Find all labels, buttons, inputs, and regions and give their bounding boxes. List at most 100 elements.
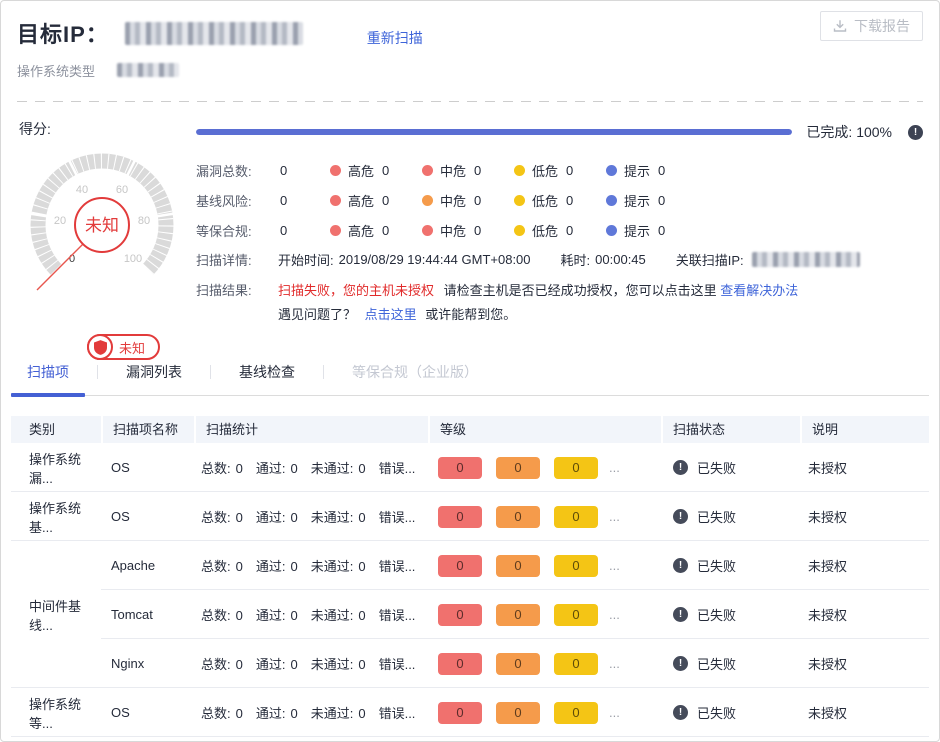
duration-label: 耗时:: [560, 252, 591, 268]
gauge-tick-20: 20: [54, 215, 66, 227]
gauge-value-text: 未知: [85, 216, 119, 235]
badges-ellipsis: ...: [609, 558, 620, 573]
download-icon: [833, 20, 847, 32]
cell-severity-badges: 0 0 0...: [428, 554, 661, 577]
cell-category: 操作系统漏...: [29, 451, 82, 486]
severity-badge: 0: [496, 554, 540, 577]
gauge-tick-40: 40: [76, 184, 88, 196]
progress-bar: [196, 129, 793, 135]
click-here-link[interactable]: 点击这里: [364, 307, 417, 322]
fail-pair: 未通过: 0: [311, 507, 366, 526]
severity-badge: 0: [438, 554, 482, 577]
stat-key: 未通过:: [310, 657, 354, 672]
cell-scan-status: 已失败: [661, 703, 800, 722]
stat-val: 0: [235, 657, 243, 672]
cell-scan-item-name: OS: [111, 460, 130, 475]
help-suffix-text: 或许能帮到您。: [425, 307, 517, 322]
severity-item: 提示 0: [606, 191, 672, 210]
severity-badge: 0: [438, 652, 482, 675]
severity-count: 0: [658, 222, 666, 238]
stat-row-label: 漏洞总数:: [196, 163, 252, 179]
severity-count: 0: [658, 192, 666, 208]
scan-hint-text: 请检查主机是否已经成功授权，您可以点击这里: [443, 283, 717, 298]
tab-scan-items[interactable]: 扫描项: [11, 362, 85, 397]
badges-ellipsis: ...: [609, 705, 620, 720]
view-solution-link[interactable]: 查看解决办法: [720, 283, 799, 298]
fail-pair: 未通过: 0: [311, 556, 366, 575]
status-text: 已失败: [697, 461, 737, 476]
fail-pair: 未通过: 0: [311, 654, 366, 673]
error-truncated-label: 错误...: [378, 657, 416, 672]
cell-scan-item-name: OS: [111, 509, 130, 524]
severity-stats: 漏洞总数: 0 高危 0 中危 0 低危 0 提示 0 基线风险: 0 高危 0 中危 0 低危 0 提示 0 等保合规…: [196, 155, 923, 245]
failed-info-icon: [673, 656, 688, 671]
stat-key: 总数:: [201, 559, 231, 574]
rescan-link[interactable]: 重新扫描: [366, 30, 423, 46]
cell-scan-stats: 总数: 0 通过: 0 未通过: 0 错误...: [194, 654, 428, 673]
stat-key: 未通过:: [310, 461, 354, 476]
severity-dot: [422, 164, 433, 176]
severity-item: 低危 0: [514, 221, 580, 240]
scan-items-table: 类别 扫描项名称 扫描统计 等级 扫描状态 说明 操作系统漏... OS 总数: 0 通过: 0 未通…: [11, 416, 929, 737]
scan-fail-text: 扫描失败，您的主机未授权: [278, 283, 435, 298]
severity-dot: [514, 194, 525, 206]
severity-item: 中危 0: [422, 161, 488, 180]
column-header: 扫描状态: [661, 416, 800, 443]
severity-count: 0: [474, 162, 482, 178]
duration-value: 00:00:45: [595, 251, 646, 267]
stat-key: 通过:: [255, 510, 286, 525]
stat-key: 通过:: [255, 706, 286, 721]
masked-os-type: [117, 63, 180, 77]
stat-val: 0: [358, 510, 366, 525]
severity-dot: [422, 224, 433, 236]
total-pair: 总数: 0: [201, 507, 243, 526]
cell-severity-badges: 0 0 0...: [428, 456, 661, 479]
severity-label: 高危: [348, 193, 375, 209]
start-time-label: 开始时间:: [278, 252, 334, 268]
error-truncated-label: 错误...: [378, 559, 416, 574]
severity-dot: [514, 164, 525, 176]
severity-label: 提示: [624, 163, 651, 179]
stat-key: 未通过:: [310, 510, 354, 525]
stat-key: 总数:: [201, 608, 231, 623]
cell-note: 未授权: [808, 657, 848, 672]
stat-row-total: 0: [280, 162, 288, 178]
cell-note: 未授权: [808, 510, 848, 525]
scan-progress: 已完成: 100%: [196, 122, 923, 142]
severity-item: 提示 0: [606, 161, 672, 180]
download-report-label: 下载报告: [854, 18, 910, 34]
scan-detail-row: 扫描详情: 开始时间: 2019/08/29 19:44:44 GMT+08:0…: [196, 246, 923, 272]
severity-badge: 0: [554, 505, 598, 528]
severity-badge: 0: [496, 603, 540, 626]
cell-note: 未授权: [808, 706, 848, 721]
stat-val: 0: [290, 461, 298, 476]
stat-val: 0: [358, 608, 366, 623]
stat-row-total: 0: [280, 222, 288, 238]
severity-count: 0: [382, 162, 390, 178]
score-label: 得分:: [19, 121, 51, 137]
cell-scan-status: 已失败: [661, 556, 800, 575]
risk-level-badge: 未知: [87, 334, 161, 360]
severity-dot: [330, 164, 341, 176]
tab-baseline-check[interactable]: 基线检查: [239, 364, 295, 380]
cell-note: 未授权: [808, 461, 848, 476]
severity-badge: 0: [554, 603, 598, 626]
severity-item: 中危 0: [422, 221, 488, 240]
fail-pair: 未通过: 0: [311, 703, 366, 722]
stat-val: 0: [358, 706, 366, 721]
tab-compliance-enterprise[interactable]: 等保合规（企业版）: [352, 364, 478, 380]
error-truncated-label: 错误...: [378, 510, 416, 525]
badges-ellipsis: ...: [609, 607, 620, 622]
severity-item: 低危 0: [514, 161, 580, 180]
severity-badge: 0: [554, 652, 598, 675]
tab-vulnerability-list[interactable]: 漏洞列表: [126, 364, 182, 380]
progress-completed-label: 已完成:: [806, 124, 853, 140]
download-report-button[interactable]: 下载报告: [820, 11, 923, 41]
progress-percent: 100%: [856, 124, 892, 140]
progress-info-icon[interactable]: [908, 124, 923, 140]
gauge-needle: [36, 243, 84, 291]
failed-info-icon: [673, 705, 688, 720]
cell-scan-stats: 总数: 0 通过: 0 未通过: 0 错误...: [194, 556, 428, 575]
